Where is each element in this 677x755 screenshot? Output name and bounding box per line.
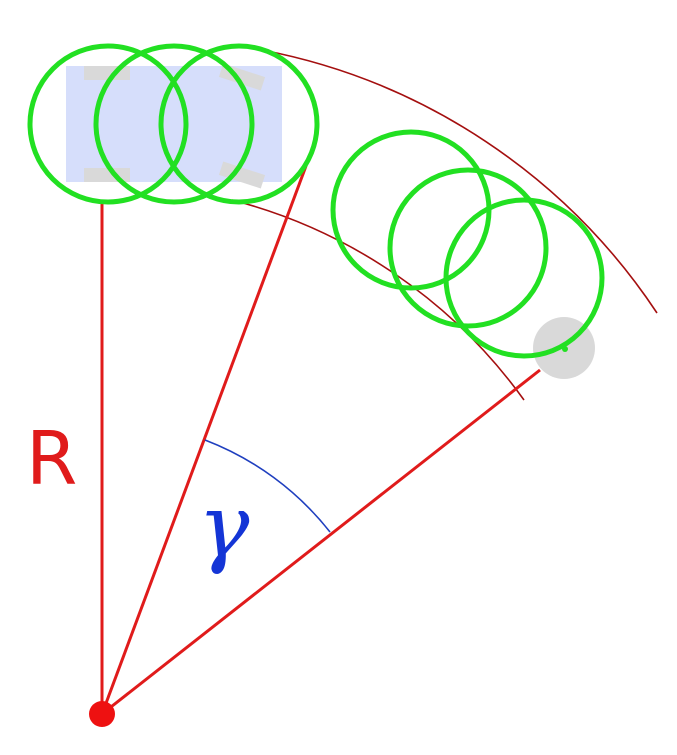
footprint-circle [158, 43, 320, 205]
footprint-circle [93, 43, 255, 205]
turning-center-point [89, 701, 115, 727]
radius-line-middle [100, 165, 308, 715]
outer-arc [261, 49, 658, 314]
radius-label: R [26, 416, 77, 502]
footprint-circle [27, 43, 189, 205]
footprint-circle [330, 129, 492, 291]
footprint-circle [387, 167, 549, 329]
footprint-circles [27, 43, 605, 359]
angle-arc [204, 439, 331, 533]
radius-line-right [101, 368, 541, 716]
footprint-circle [443, 197, 605, 359]
inner-arc [231, 199, 525, 401]
angle-label: γ [198, 477, 250, 577]
vehicle-wheel-rear-right [218, 161, 266, 189]
